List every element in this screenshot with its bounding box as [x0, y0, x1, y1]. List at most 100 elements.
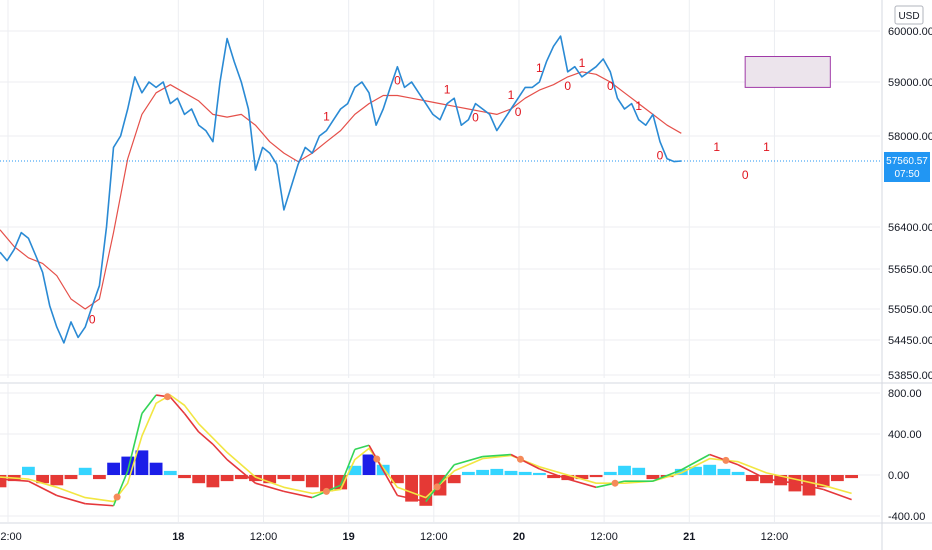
histogram-bar	[36, 475, 49, 484]
oscillator-tick-label: 800.00	[888, 388, 922, 400]
oscillator-fast-segment	[794, 482, 824, 491]
histogram-bar	[320, 475, 333, 492]
histogram-bar	[305, 475, 319, 488]
current-price-value: 57560.57	[886, 156, 928, 167]
histogram-bar	[447, 475, 461, 484]
price-tick-label: 53850.00	[888, 370, 932, 382]
oscillator-fast-segment	[595, 480, 625, 489]
oscillator-fast-segment	[212, 443, 228, 461]
price-tick-label: 60000.00	[888, 26, 932, 38]
crossover-dot	[113, 493, 121, 501]
currency-label: USD	[898, 11, 919, 22]
oscillator-fast-segment	[453, 455, 483, 466]
histogram-bar	[192, 475, 206, 484]
oscillator-fast-segment	[567, 478, 597, 489]
marker-label-0: 0	[657, 149, 664, 163]
oscillator-fast-segment	[822, 488, 852, 501]
oscillator-fast-segment	[652, 469, 682, 482]
histogram-bar	[22, 466, 35, 475]
histogram-bar	[362, 454, 376, 475]
price-line-layer	[0, 35, 682, 344]
crossover-dot	[516, 455, 524, 463]
current-price-tag: 57560.57 07:50	[884, 151, 930, 182]
histogram-bar	[745, 475, 759, 482]
histogram-bar	[831, 475, 844, 482]
histogram-bar	[405, 475, 418, 502]
histogram-bar	[561, 475, 575, 481]
price-tick-label: 59000.00	[888, 77, 932, 89]
time-tick-label: 20	[513, 531, 525, 543]
marker-label-0: 0	[607, 79, 614, 93]
marker-label-1: 1	[635, 99, 642, 113]
histogram-bar	[674, 468, 688, 475]
crossover-dot	[611, 479, 619, 487]
time-tick-label: 12:00	[0, 531, 22, 543]
oscillator-slow-line	[0, 394, 852, 503]
histogram-bar	[163, 470, 177, 475]
oscillator-fast-segment	[141, 394, 157, 414]
histogram-bar	[277, 475, 291, 480]
oscillator-fast-segment	[397, 494, 426, 503]
histogram-bar	[0, 475, 7, 488]
histogram-bar	[632, 467, 646, 475]
histogram-bar	[263, 475, 277, 484]
histogram-bar	[618, 465, 631, 475]
price-tick-label: 56400.00	[888, 222, 932, 234]
histogram-bar	[603, 471, 617, 475]
marker-label-1: 1	[444, 83, 451, 97]
oscillator-axis[interactable]: 800.00 400.00 0.00 -400.00	[888, 388, 925, 523]
histogram-bar	[149, 462, 163, 475]
histogram-bar	[50, 475, 64, 486]
time-tick-label: 12:00	[590, 531, 618, 543]
histogram-bar	[589, 475, 603, 478]
histogram-bar	[178, 475, 191, 479]
price-tick-label: 58000.00	[888, 131, 932, 143]
oscillator-fast-segment	[0, 478, 29, 482]
histogram-bar	[93, 475, 106, 480]
highlight-zone[interactable]	[744, 56, 831, 88]
oscillator-fast-segment	[339, 449, 356, 486]
candle-countdown: 07:50	[894, 169, 919, 180]
oscillator-fast-segment	[85, 502, 114, 507]
time-axis[interactable]: 12:00 18 12:00 19 12:00 20 12:00 21 12:00	[0, 531, 788, 543]
marker-label-1: 1	[763, 140, 770, 154]
histogram-bar	[547, 475, 560, 479]
marker-label-1: 1	[323, 110, 330, 124]
histogram-bar	[575, 475, 589, 480]
histogram-bar	[689, 466, 702, 475]
histogram-bar	[206, 475, 220, 488]
oscillator-fast-segment	[183, 413, 200, 433]
oscillator-fast-segment	[169, 396, 186, 415]
histogram-bar	[135, 450, 149, 475]
histogram-bar	[518, 471, 532, 475]
oscillator-fast-segment	[56, 494, 86, 505]
histogram-bar	[774, 475, 788, 486]
oscillator-fast-segment	[198, 431, 214, 445]
histogram-bar	[462, 471, 475, 475]
histogram-bar	[107, 462, 120, 475]
histogram-bar	[249, 475, 262, 482]
histogram-bar	[64, 475, 78, 480]
price-tick-label: 55050.00	[888, 304, 932, 316]
histogram-bar	[490, 468, 504, 475]
oscillator-fast-segment	[226, 459, 256, 484]
crossover-dot	[373, 455, 381, 463]
histogram-bar	[845, 475, 858, 479]
histogram-bar	[802, 475, 816, 496]
marker-label-1: 1	[713, 140, 720, 154]
oscillator-fast-segment	[510, 453, 540, 470]
histogram-bar	[731, 471, 745, 475]
oscillator-tick-label: -400.00	[888, 511, 925, 523]
oscillator-fast-segment	[425, 464, 455, 503]
time-tick-label: 19	[343, 531, 355, 543]
price-line	[0, 35, 682, 344]
currency-selector[interactable]: USD	[894, 5, 924, 25]
oscillator-fast-segment	[539, 468, 569, 480]
price-axis[interactable]: 60000.00 59000.00 58000.00 56400.00 55650.00…	[888, 26, 932, 382]
oscillator-lines-layer	[0, 394, 852, 507]
histogram-bar	[504, 470, 518, 475]
histogram-bar	[703, 464, 717, 476]
